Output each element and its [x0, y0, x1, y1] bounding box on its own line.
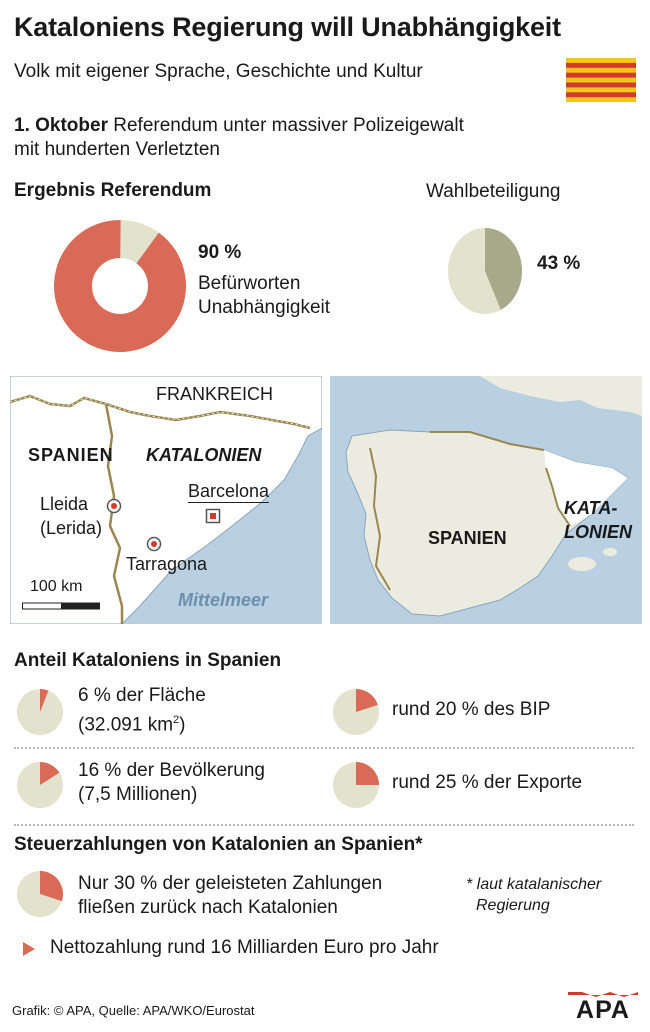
share-area-sup: 2: [173, 714, 180, 726]
label-katalonien: KATALONIEN: [146, 445, 262, 465]
pie-share-slice: [356, 689, 378, 712]
catalonia-map-graphic: [10, 376, 322, 624]
intro-text: 1. Oktober Referendum unter massiver Pol…: [14, 114, 464, 162]
share-pop-line1: 16 % der Bevölkerung: [78, 760, 265, 781]
share-area-pie: [17, 689, 63, 735]
label-tarragona: Tarragona: [126, 554, 208, 574]
label-spanien: SPANIEN: [28, 445, 114, 465]
share-area-line1: 6 % der Fläche: [78, 685, 206, 706]
tax-text: Nur 30 % der geleisteten Zahlungen fließ…: [78, 872, 382, 920]
referendum-label: Befürworten Unabhängigkeit: [198, 272, 330, 320]
pie-share-slice: [356, 762, 379, 785]
divider: [14, 824, 634, 826]
referendum-value: 90 %: [198, 242, 242, 263]
share-gdp-text: rund 20 % des BIP: [392, 699, 551, 720]
label-barcelona: Barcelona: [188, 481, 270, 503]
tax-note-line2: Regierung: [476, 897, 550, 914]
iberia-map: SPANIEN KATA- LONIEN: [330, 376, 642, 624]
iberia-map-graphic: [330, 376, 642, 624]
share-exports-text: rund 25 % der Exporte: [392, 772, 583, 793]
share-pop-line2: (7,5 Millionen): [78, 784, 198, 805]
label-mittelmeer: Mittelmeer: [178, 590, 269, 610]
intro-line2: mit hunderten Verletzten: [14, 139, 220, 160]
barcelona-marker-icon: [205, 508, 221, 524]
tax-return-pie: [17, 871, 63, 917]
net-payment-text: Nettozahlung rund 16 Milliarden Euro pro…: [50, 937, 439, 958]
tax-heading: Steuerzahlungen von Katalonien an Spanie…: [14, 834, 423, 855]
apa-logo-icon: [568, 992, 638, 997]
tax-line2: fließen zurück nach Katalonien: [78, 897, 338, 918]
share-population-pie: [17, 762, 63, 808]
pie-share-slice: [40, 689, 49, 712]
pie-share-slice: [40, 762, 60, 785]
referendum-label-line2: Unabhängigkeit: [198, 297, 331, 318]
label-lerida-name: (Lerida): [40, 518, 103, 538]
referendum-donut-chart: [54, 220, 186, 352]
share-area-close: ): [179, 714, 186, 736]
label-katalonien-overview: KATA- LONIEN: [564, 496, 632, 544]
intro-line1: Referendum unter massiver Polizeigewalt: [107, 115, 464, 136]
divider: [14, 747, 634, 749]
page-title: Kataloniens Regierung will Unabhängigkei…: [14, 12, 561, 42]
share-population-text: 16 % der Bevölkerung (7,5 Millionen): [78, 759, 265, 807]
donut-yes-slice: [54, 220, 186, 352]
scale-bar: [22, 602, 100, 610]
tax-line1: Nur 30 % der geleisteten Zahlungen: [78, 873, 383, 894]
lleida-marker-icon: [106, 498, 122, 514]
turnout-heading: Wahlbeteiligung: [426, 181, 561, 202]
tax-footnote: * laut katalanischer Regierung: [466, 874, 601, 916]
footer-credit: Grafik: © APA, Quelle: APA/WKO/Eurostat: [12, 1003, 255, 1018]
catalan-flag-icon: [566, 58, 636, 102]
catalonia-map: FRANKREICH SPANIEN KATALONIEN Lleida (Le…: [10, 376, 322, 624]
tarragona-marker-icon: [146, 536, 162, 552]
triangle-bullet-icon: [23, 942, 35, 956]
label-spanien-overview: SPANIEN: [428, 528, 507, 548]
referendum-label-line1: Befürworten: [198, 273, 301, 294]
pie-share-slice: [40, 871, 63, 902]
scale-label: 100 km: [30, 578, 83, 595]
label-lonien: LONIEN: [564, 522, 633, 542]
share-exports-pie: [333, 762, 379, 808]
apa-logo-text: APA: [576, 996, 630, 1024]
share-gdp-pie: [333, 689, 379, 735]
tax-note-line1: * laut katalanischer: [466, 876, 602, 893]
turnout-pie-chart: [448, 228, 522, 314]
share-area-text: 6 % der Fläche (32.091 km2): [78, 684, 206, 737]
referendum-heading: Ergebnis Referendum: [14, 180, 212, 201]
turnout-value: 43 %: [537, 253, 581, 274]
label-lleida: Lleida (Lerida): [40, 492, 102, 540]
label-kata: KATA-: [564, 498, 618, 518]
apa-logo: APA: [568, 992, 638, 1024]
share-heading: Anteil Kataloniens in Spanien: [14, 650, 282, 671]
label-frankreich: FRANKREICH: [156, 384, 274, 404]
turnout-slice: [485, 228, 522, 310]
share-area-line2: (32.091 km: [78, 714, 174, 736]
page-subtitle: Volk mit eigener Sprache, Geschichte und…: [14, 61, 423, 82]
label-lleida-name: Lleida: [40, 494, 89, 514]
intro-date: 1. Oktober: [14, 115, 108, 136]
